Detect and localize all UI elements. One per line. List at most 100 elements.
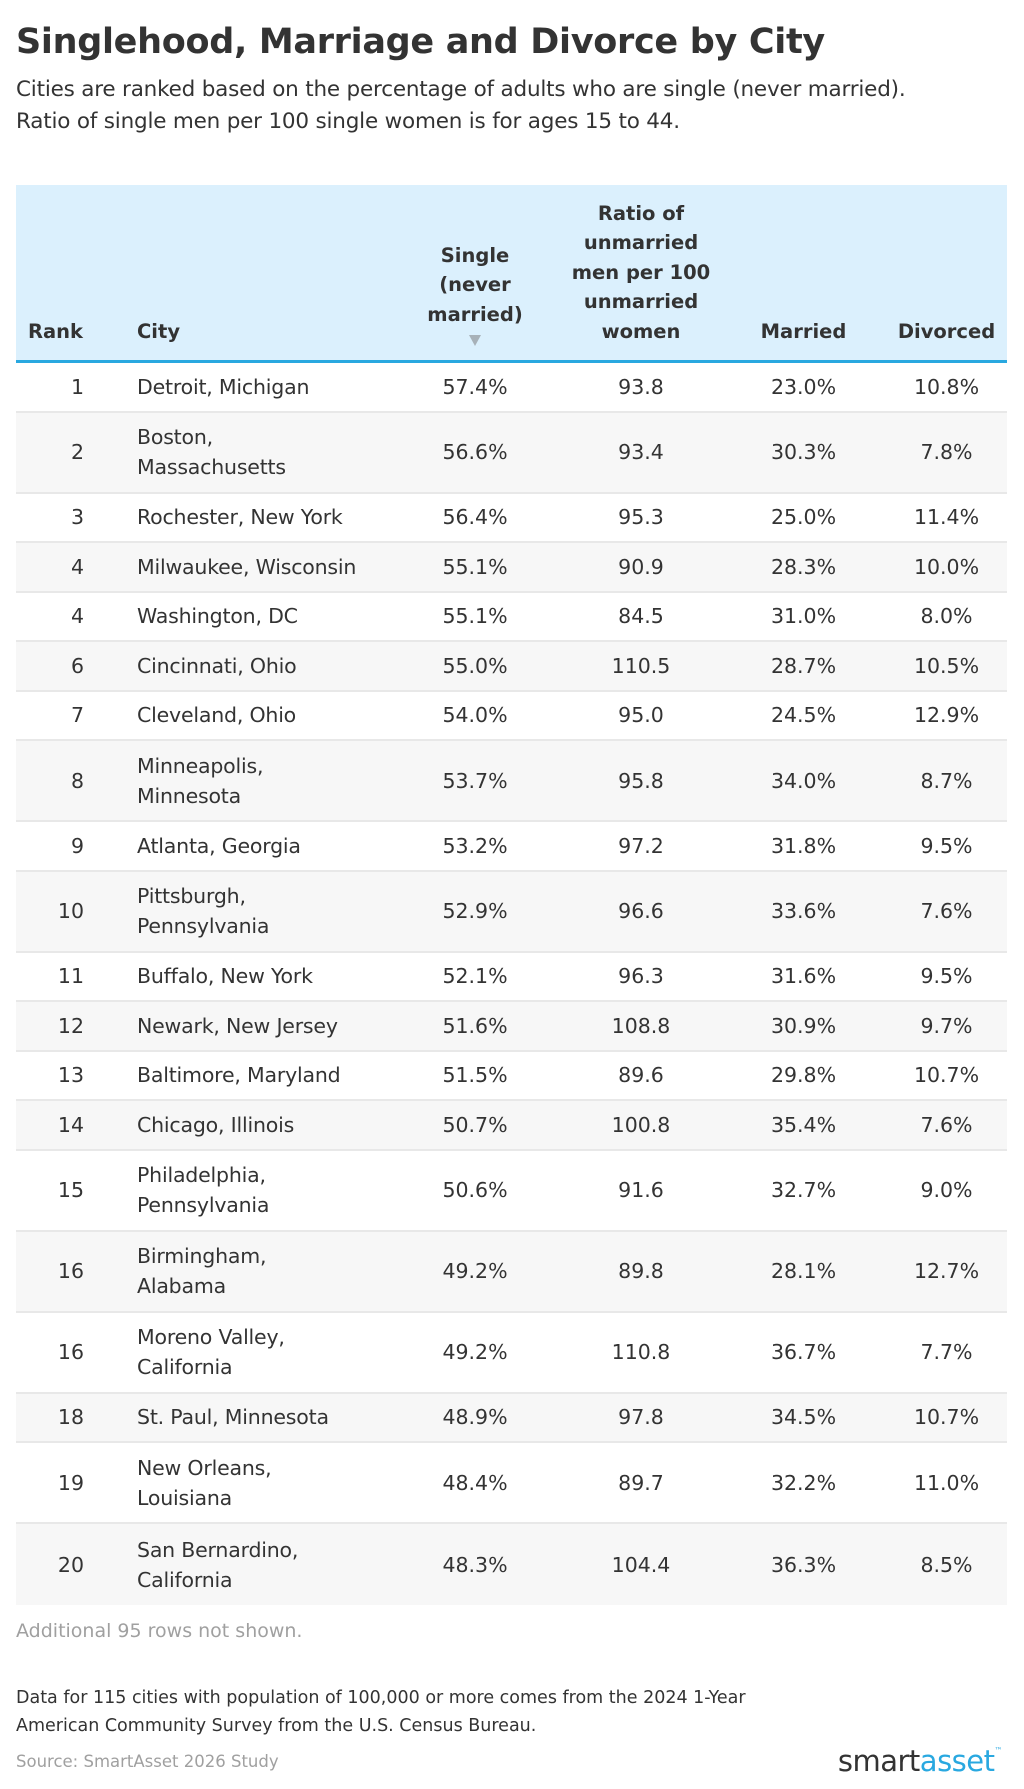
table-row: 3 Rochester, New York 56.4% 95.3 25.0% 1… [16, 494, 1007, 543]
cell-city: Baltimore, Maryland [137, 1063, 341, 1088]
footnote-line: Data for 115 cities with population of 1… [16, 1688, 746, 1708]
cell-divorced: 7.6% [920, 1112, 973, 1137]
cell-rank: 18 [57, 1405, 84, 1430]
cell-single: 50.6% [442, 1178, 508, 1202]
cell-city-line: California [137, 1567, 233, 1592]
cell-ratio: 100.8 [611, 1112, 671, 1137]
cell-divorced: 12.7% [913, 1259, 980, 1283]
cell-married: 25.0% [770, 505, 837, 530]
cell-married: 34.5% [770, 1405, 837, 1430]
cell-divorced: 9.5% [920, 833, 973, 858]
cell-married: 30.3% [770, 440, 837, 464]
cell-city: Birmingham, Alabama [137, 1232, 407, 1311]
cell-ratio: 89.8 [618, 1259, 664, 1283]
cell-married: 28.3% [770, 554, 837, 579]
table-row: 4 Milwaukee, Wisconsin 55.1% 90.9 28.3% … [16, 543, 1007, 593]
cell-city: Detroit, Michigan [137, 374, 310, 399]
cell-city: Cleveland, Ohio [137, 703, 297, 728]
footnote-line: American Community Survey from the U.S. … [16, 1716, 537, 1736]
cell-ratio: 95.8 [618, 768, 664, 793]
table-row: 19 New Orleans, Louisiana 48.4% 89.7 32.2… [16, 1443, 1007, 1524]
cell-married: 33.6% [770, 899, 837, 923]
column-header-rank[interactable]: Rank [28, 319, 84, 343]
cell-divorced: 11.4% [913, 505, 980, 530]
column-header-divorced[interactable]: Divorced [897, 319, 996, 343]
table-row: 8 Minneapolis, Minnesota 53.7% 95.8 34.0%… [16, 741, 1007, 822]
cell-rank: 20 [57, 1552, 84, 1577]
trademark-icon: ™ [994, 1746, 1003, 1755]
source-credit: Source: SmartAsset 2026 Study [16, 1752, 279, 1771]
table-row: 4 Washington, DC 55.1% 84.5 31.0% 8.0% [16, 593, 1007, 642]
cell-single: 55.1% [442, 604, 508, 629]
column-header-married[interactable]: Married [760, 319, 847, 343]
cell-ratio: 97.2 [618, 833, 664, 858]
cell-married: 34.0% [770, 768, 837, 793]
cell-rank: 3 [70, 505, 84, 530]
cell-ratio: 89.6 [618, 1063, 664, 1088]
cell-divorced: 7.8% [920, 440, 973, 464]
cell-city-line: Moreno Valley, [137, 1325, 285, 1349]
cell-single: 51.6% [442, 1013, 508, 1038]
cell-city: Newark, New Jersey [137, 1013, 338, 1038]
logo-text-smart: smart [837, 1744, 920, 1778]
cell-city: Philadelphia, Pennsylvania [137, 1151, 407, 1230]
cell-city-line: San Bernardino, [137, 1537, 299, 1562]
cell-single: 53.7% [442, 768, 508, 793]
cell-rank: 16 [57, 1340, 84, 1364]
cell-single: 52.1% [442, 964, 508, 989]
cell-rank: 2 [70, 440, 84, 464]
column-header-ratio-line: unmarried [583, 290, 699, 313]
column-header-city[interactable]: City [137, 319, 181, 343]
cell-divorced: 7.6% [920, 899, 973, 923]
cell-city-line: Louisiana [137, 1485, 232, 1510]
cell-married: 31.6% [770, 964, 837, 989]
cell-single: 54.0% [442, 703, 508, 728]
cell-rank: 4 [70, 554, 84, 579]
cell-city: Cincinnati, Ohio [137, 653, 297, 678]
table-row: 7 Cleveland, Ohio 54.0% 95.0 24.5% 12.9% [16, 692, 1007, 741]
sort-descending-icon [469, 335, 481, 346]
column-header-single[interactable]: Single (never married) [406, 241, 544, 346]
cell-ratio: 108.8 [611, 1013, 671, 1038]
cell-rank: 10 [57, 899, 84, 923]
cell-city: Pittsburgh, Pennsylvania [137, 872, 407, 951]
cell-city-line: Minnesota [137, 783, 242, 808]
table-row: 1 Detroit, Michigan 57.4% 93.8 23.0% 10.… [16, 363, 1007, 413]
column-header-single-line: married) [427, 302, 523, 326]
cell-single: 48.3% [442, 1552, 508, 1577]
cell-rank: 11 [57, 964, 84, 989]
subtitle-line: Ratio of single men per 100 single women… [16, 109, 680, 134]
table-row: 9 Atlanta, Georgia 53.2% 97.2 31.8% 9.5% [16, 822, 1007, 872]
cell-rank: 9 [70, 833, 84, 858]
cell-divorced: 10.8% [913, 374, 980, 399]
cell-city-line: Pennsylvania [137, 914, 270, 938]
table-body: 1 Detroit, Michigan 57.4% 93.8 23.0% 10.… [16, 363, 1007, 1605]
cell-city-line: New Orleans, [137, 1455, 272, 1480]
table-row: 13 Baltimore, Maryland 51.5% 89.6 29.8% … [16, 1052, 1007, 1101]
table-row: 15 Philadelphia, Pennsylvania 50.6% 91.6 … [16, 1151, 1007, 1232]
cell-married: 30.9% [770, 1013, 837, 1038]
cell-city-line: Alabama [137, 1274, 226, 1298]
cell-divorced: 12.9% [913, 703, 980, 728]
column-header-ratio-line: women [601, 319, 681, 343]
table-row: 6 Cincinnati, Ohio 55.0% 110.5 28.7% 10.… [16, 642, 1007, 692]
cell-married: 32.7% [770, 1178, 837, 1202]
cell-single: 57.4% [442, 374, 508, 399]
cell-ratio: 93.4 [618, 440, 664, 464]
column-header-ratio[interactable]: Ratio of unmarried men per 100 unmarried… [561, 199, 721, 347]
cell-rank: 1 [70, 374, 84, 399]
cell-divorced: 10.5% [913, 653, 980, 678]
cell-married: 31.8% [770, 833, 837, 858]
cell-divorced: 11.0% [913, 1470, 980, 1495]
subtitle: Cities are ranked based on the percentag… [16, 74, 1016, 138]
cell-ratio: 96.3 [618, 964, 664, 989]
cell-single: 48.4% [442, 1470, 508, 1495]
cell-city-line: Boston, [137, 425, 213, 449]
cell-married: 36.3% [770, 1552, 837, 1577]
cell-ratio: 97.8 [618, 1405, 664, 1430]
cell-rank: 4 [70, 604, 84, 629]
cell-single: 49.2% [442, 1340, 508, 1364]
subtitle-line: Cities are ranked based on the percentag… [16, 77, 906, 102]
cell-single: 55.1% [442, 554, 508, 579]
cell-rank: 16 [57, 1259, 84, 1283]
